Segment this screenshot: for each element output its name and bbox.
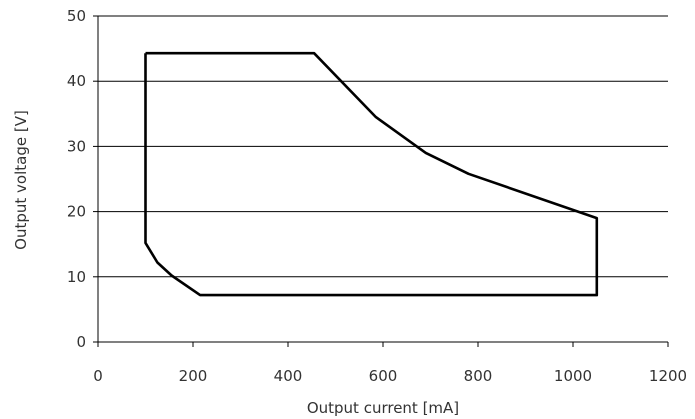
- y-tick-label-4: 40: [67, 72, 86, 90]
- series-layer: [144, 51, 599, 297]
- y-tick-label-1: 10: [67, 268, 86, 286]
- gridlines: [98, 15, 668, 278]
- axes: [97, 16, 668, 343]
- x-axis-ticks: 0 200 400 600 800 1000 1200: [93, 342, 687, 385]
- x-tick-label-6: 1200: [649, 367, 687, 385]
- x-tick-label-2: 400: [274, 367, 303, 385]
- y-axis-title: Output voltage [V]: [12, 110, 30, 250]
- y-tick-label-2: 20: [67, 203, 86, 221]
- x-axis-title: Output current [mA]: [307, 399, 459, 417]
- y-tick-label-3: 30: [67, 137, 86, 155]
- x-tick-label-4: 800: [464, 367, 493, 385]
- x-tick-label-0: 0: [93, 367, 103, 385]
- y-tick-label-0: 0: [76, 333, 86, 351]
- x-tick-label-5: 1000: [554, 367, 592, 385]
- x-tick-label-3: 600: [369, 367, 398, 385]
- x-tick-label-1: 200: [179, 367, 208, 385]
- y-tick-label-5: 50: [67, 7, 86, 25]
- y-axis-ticks: 0 10 20 30 40 50: [67, 7, 98, 351]
- series-line-0: [144, 51, 599, 297]
